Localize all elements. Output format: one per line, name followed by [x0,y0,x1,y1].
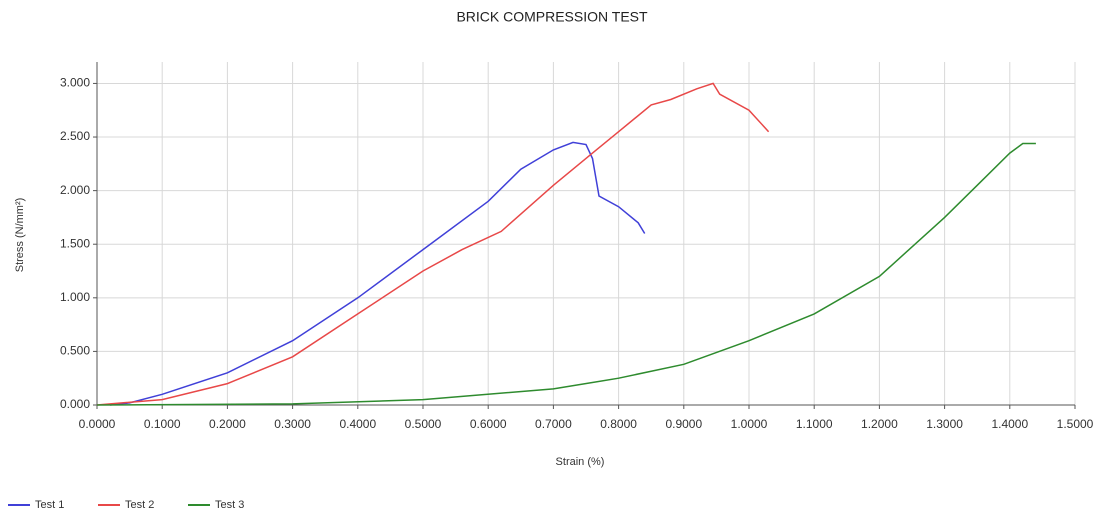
x-tick-label: 1.2000 [861,417,898,431]
chart-title: BRICK COMPRESSION TEST [456,9,648,25]
x-tick-label: 1.0000 [731,417,768,431]
x-axis-label: Strain (%) [556,456,605,468]
x-tick-label: 0.8000 [600,417,637,431]
y-tick-label: 0.000 [60,397,90,411]
y-axis-label: Stress (N/mm²) [14,198,26,273]
x-tick-label: 0.7000 [535,417,572,431]
y-tick-label: 2.000 [60,183,90,197]
x-tick-label: 1.4000 [991,417,1028,431]
y-tick-label: 1.000 [60,290,90,304]
x-tick-label: 0.0000 [79,417,116,431]
legend-label: Test 2 [125,499,154,511]
legend-label: Test 3 [215,499,244,511]
data-line [96,82,770,406]
data-line [109,141,646,406]
legend-label: Test 1 [35,499,64,511]
x-tick-label: 0.4000 [339,417,376,431]
x-tick-label: 1.1000 [796,417,833,431]
x-tick-label: 0.2000 [209,417,246,431]
x-tick-label: 0.3000 [274,417,311,431]
y-tick-label: 2.500 [60,129,90,143]
y-tick-label: 0.500 [60,344,90,358]
x-tick-label: 1.5000 [1057,417,1094,431]
x-tick-label: 0.1000 [144,417,181,431]
x-tick-label: 0.5000 [405,417,442,431]
data-line [96,142,1036,406]
x-tick-label: 1.3000 [926,417,963,431]
x-tick-label: 0.9000 [665,417,702,431]
y-tick-label: 1.500 [60,236,90,250]
x-tick-label: 0.6000 [470,417,507,431]
y-tick-label: 3.000 [60,76,90,90]
